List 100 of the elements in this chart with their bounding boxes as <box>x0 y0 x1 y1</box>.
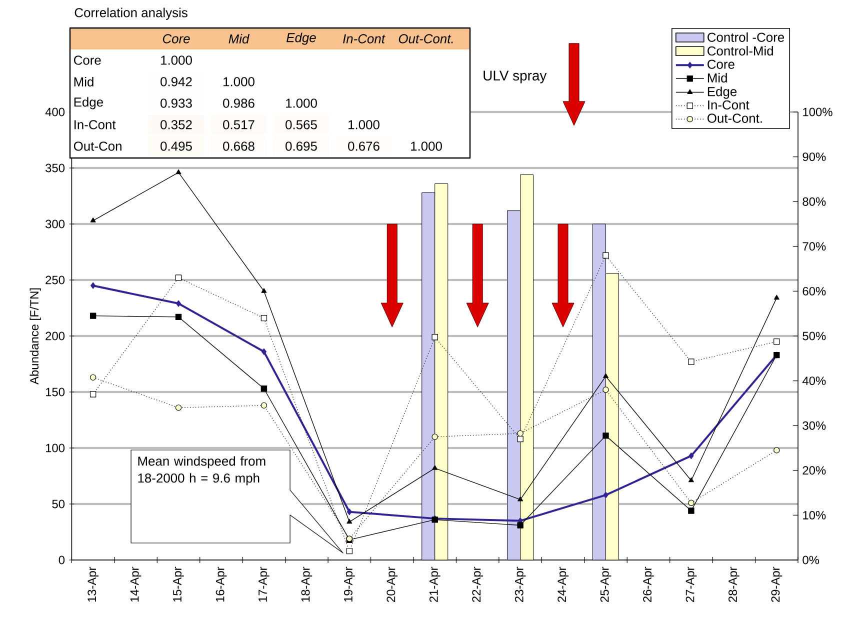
x-tick-label: 16-Apr <box>216 566 227 602</box>
x-tick-label: 29-Apr <box>771 566 782 602</box>
x-tick-label: 21-Apr <box>429 566 440 602</box>
data-label: 0.986 <box>223 98 254 108</box>
legend-label: In-Cont <box>708 100 750 110</box>
x-tick-label: Core <box>162 34 190 44</box>
point <box>175 314 182 320</box>
y2-tick-label: 70% <box>802 242 826 251</box>
data-label: 0.695 <box>286 142 317 151</box>
y2-tick-label: 60% <box>802 286 826 296</box>
point <box>688 477 694 482</box>
y2-tick-label: 90% <box>802 152 826 162</box>
data-label: 0.676 <box>348 142 380 151</box>
x-tick-label: Edge <box>286 32 316 45</box>
annotation: Mean windspeed from 18-2000 h = 9.6 mph <box>138 456 266 486</box>
point <box>175 274 182 281</box>
y-tick-label: 400 <box>45 108 65 116</box>
point <box>90 374 96 381</box>
point <box>602 386 609 393</box>
x-tick-label: 14-Apr <box>130 566 142 602</box>
x-tick-label: Out-Cont. <box>398 34 453 44</box>
y-tick-label: Out-Con <box>74 142 122 151</box>
y-tick-label: 150 <box>46 388 65 396</box>
x-tick-label: 26-Apr <box>643 566 654 602</box>
data-label: 0.942 <box>160 77 192 86</box>
y-tick-label: Core <box>74 56 101 65</box>
point <box>90 312 96 319</box>
point <box>688 358 694 365</box>
legend-label: Mid <box>708 73 727 83</box>
point <box>602 252 609 258</box>
point <box>261 348 267 355</box>
legend-label: Out-Cont. <box>708 114 762 123</box>
point <box>90 218 96 222</box>
x-tick-label: 15-Apr <box>173 566 184 602</box>
point <box>260 314 268 322</box>
point <box>518 496 524 502</box>
legend-label: Edge <box>708 86 737 99</box>
point <box>688 500 694 506</box>
point <box>774 447 780 454</box>
y-tick-label: 350 <box>46 164 65 172</box>
y-tick-label: Edge <box>74 97 103 110</box>
data-label: 0.517 <box>223 120 254 130</box>
y2-tick-label: 40% <box>802 376 826 386</box>
data-label: 1.000 <box>224 77 254 86</box>
point <box>517 436 524 442</box>
x-tick-label: 24-Apr <box>558 566 568 602</box>
data-label: 1.000 <box>161 56 192 65</box>
x-tick-label: 18-Apr <box>301 566 312 602</box>
point <box>176 300 182 307</box>
legend-label: Core <box>708 60 734 69</box>
x-tick-label: 22-Apr <box>472 566 483 602</box>
y2-tick-label: 10% <box>803 510 826 520</box>
point <box>688 508 694 514</box>
x-tick-label: 27-Apr <box>686 566 697 602</box>
y-tick-label: In-Cont <box>74 120 116 130</box>
point <box>175 404 182 411</box>
point <box>603 492 608 498</box>
y2-tick-label: 0% <box>802 556 820 564</box>
point <box>90 282 96 289</box>
point <box>603 373 608 378</box>
legend-label: Control -Core <box>708 32 784 42</box>
point <box>260 402 268 409</box>
y2-tick-label: 50% <box>802 332 826 340</box>
point <box>432 434 438 440</box>
chart-title: Correlation analysis <box>74 8 188 20</box>
point <box>346 518 352 524</box>
point <box>261 288 267 293</box>
point <box>432 465 438 470</box>
y-tick-label: 0 <box>58 556 65 564</box>
legend-label: Control-Mid <box>708 46 773 56</box>
point <box>774 294 780 300</box>
point <box>432 334 438 340</box>
data-label: 1.000 <box>286 98 317 108</box>
x-tick-label: 25-Apr <box>600 566 612 602</box>
text: ULV spray <box>484 70 547 84</box>
x-tick-label: Mid <box>228 34 250 44</box>
data-label: 1.000 <box>411 142 442 151</box>
y-tick-label: 100 <box>46 444 65 452</box>
y-tick-label: 250 <box>46 276 65 284</box>
y2-tick-label: 80% <box>802 197 826 206</box>
y-axis-title: Abundance [F/TN] <box>30 288 41 384</box>
y2-tick-label: 20% <box>802 466 826 475</box>
x-tick-label: 19-Apr <box>344 566 355 602</box>
point <box>602 432 609 439</box>
x-tick-label: 23-Apr <box>514 566 526 602</box>
point <box>517 430 524 437</box>
data-label: 1.000 <box>348 120 380 130</box>
y2-tick-label: 100% <box>803 108 832 116</box>
data-label: 0.668 <box>223 142 254 151</box>
y2-tick-label: 30% <box>802 421 826 430</box>
x-tick-label: In-Cont <box>343 34 386 44</box>
data-label: 0.352 <box>160 120 192 130</box>
x-tick-label: 17-Apr <box>258 566 270 602</box>
data-label: 0.933 <box>160 98 192 108</box>
data-label: 0.495 <box>160 142 192 151</box>
point <box>176 169 182 174</box>
y-tick-label: 50 <box>52 500 65 508</box>
y-tick-label: 300 <box>46 220 65 228</box>
y-tick-label: 200 <box>46 332 65 340</box>
x-tick-label: 20-Apr <box>386 566 398 602</box>
